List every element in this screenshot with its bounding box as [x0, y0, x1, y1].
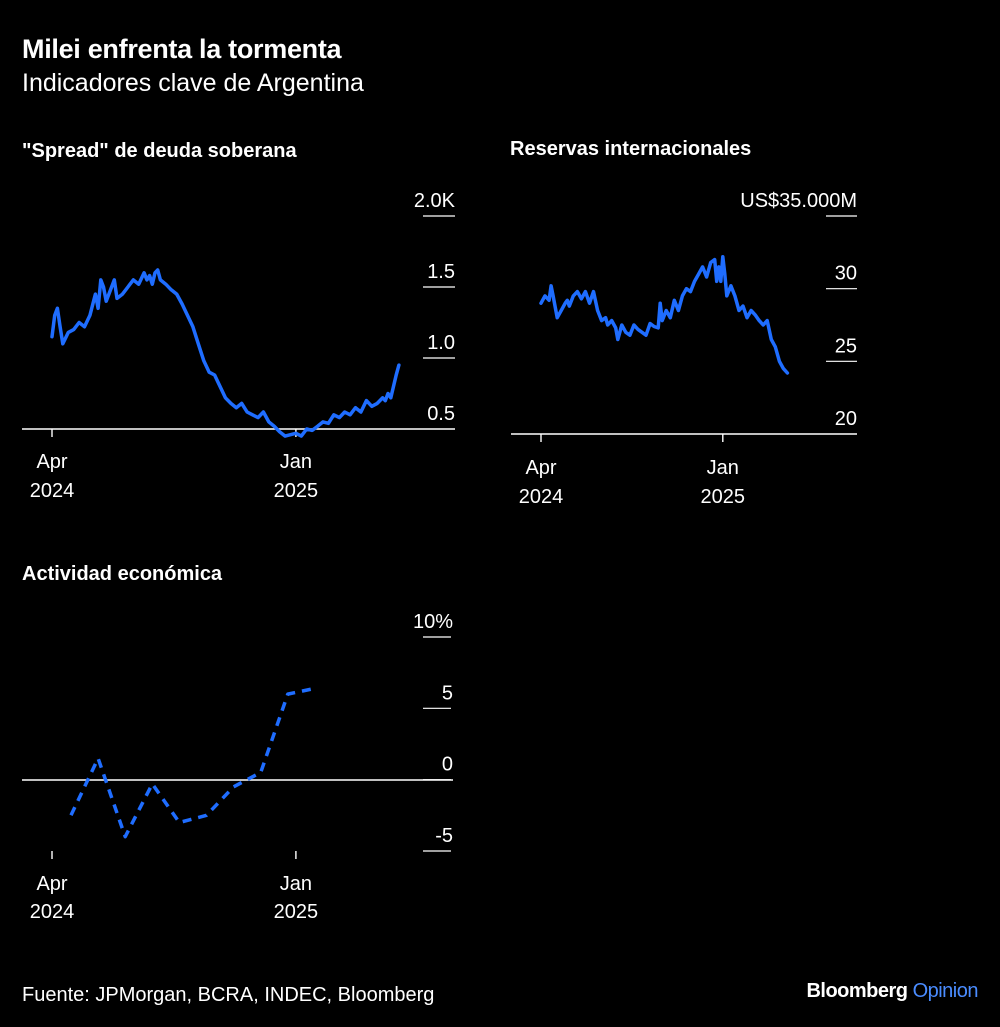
source-note: Fuente: JPMorgan, BCRA, INDEC, Bloomberg	[22, 984, 435, 1006]
actividad-xtick-label: Jan	[280, 873, 312, 895]
spread-ytick-label: 2.0K	[414, 190, 456, 212]
spread-ytick-label: 1.0	[427, 332, 455, 354]
spread-xtick-label-year: 2024	[30, 480, 75, 502]
spread-ytick-label: 0.5	[427, 403, 455, 425]
reservas-xtick-label-year: 2025	[701, 486, 746, 508]
actividad-xtick-label-year: 2025	[274, 901, 319, 923]
brand-accent: Opinion	[912, 980, 979, 1002]
reservas-ytick-label: 20	[835, 408, 857, 430]
actividad-panel-title: Actividad económica	[22, 563, 223, 585]
reservas-ytick-label: US$35.000M	[740, 190, 857, 212]
reservas-xtick-label-year: 2024	[519, 486, 564, 508]
reservas-xtick-label: Apr	[525, 457, 556, 479]
actividad-series-line	[69, 686, 316, 839]
reservas-ytick-label: 30	[835, 263, 857, 285]
spread-panel-title: "Spread" de deuda soberana	[22, 140, 297, 162]
actividad-xtick-label: Apr	[36, 873, 67, 895]
actividad-ytick-label: 5	[442, 682, 453, 704]
reservas-series-line	[539, 254, 790, 375]
brand-logo: Bloomberg Opinion	[806, 980, 978, 1003]
reservas-xtick-label: Jan	[707, 457, 739, 479]
actividad-ytick-label: -5	[435, 825, 453, 847]
spread-series-line	[50, 268, 401, 438]
spread-ytick-label: 1.5	[427, 261, 455, 283]
chart-title: Milei enfrenta la tormenta	[22, 34, 342, 64]
chart-subtitle: Indicadores clave de Argentina	[22, 69, 364, 97]
spread-xtick-label: Jan	[280, 451, 312, 473]
actividad-ytick-label: 10%	[413, 611, 453, 633]
spread-xtick-label: Apr	[36, 451, 67, 473]
spread-xtick-label-year: 2025	[274, 480, 319, 502]
brand-main: Bloomberg	[806, 980, 908, 1002]
actividad-ytick-label: 0	[442, 754, 453, 776]
actividad-xtick-label-year: 2024	[30, 901, 75, 923]
reservas-panel-title: Reservas internacionales	[510, 138, 752, 160]
reservas-ytick-label: 25	[835, 335, 857, 357]
